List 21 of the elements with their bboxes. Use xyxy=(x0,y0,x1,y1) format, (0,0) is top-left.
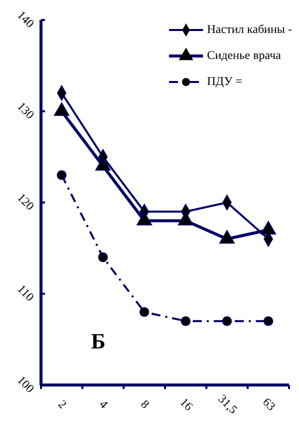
x-tick-label: 31,5 xyxy=(216,392,240,416)
point xyxy=(98,252,108,262)
x-tick-label: 63 xyxy=(260,394,278,414)
point xyxy=(139,307,150,317)
x-tick-label: 2 xyxy=(55,397,70,412)
point xyxy=(263,316,274,326)
y-tick-label: 130 xyxy=(14,99,38,122)
x-tick-label: 8 xyxy=(138,397,152,412)
legend-label: Настил кабины - xyxy=(207,22,292,36)
annotation: Б xyxy=(91,328,106,354)
point xyxy=(222,316,232,326)
x-tick-label: 4 xyxy=(96,397,111,412)
x-tick-label: 16 xyxy=(177,394,196,414)
point xyxy=(56,170,67,180)
point xyxy=(180,316,191,326)
y-tick-label: 120 xyxy=(14,190,38,213)
legend-label: Сиденье врача xyxy=(207,48,282,62)
legend-label: ПДУ = xyxy=(207,74,242,88)
y-tick-label: 100 xyxy=(14,372,38,396)
y-tick-label: 140 xyxy=(14,8,38,30)
y-tick-label: 110 xyxy=(14,282,38,304)
